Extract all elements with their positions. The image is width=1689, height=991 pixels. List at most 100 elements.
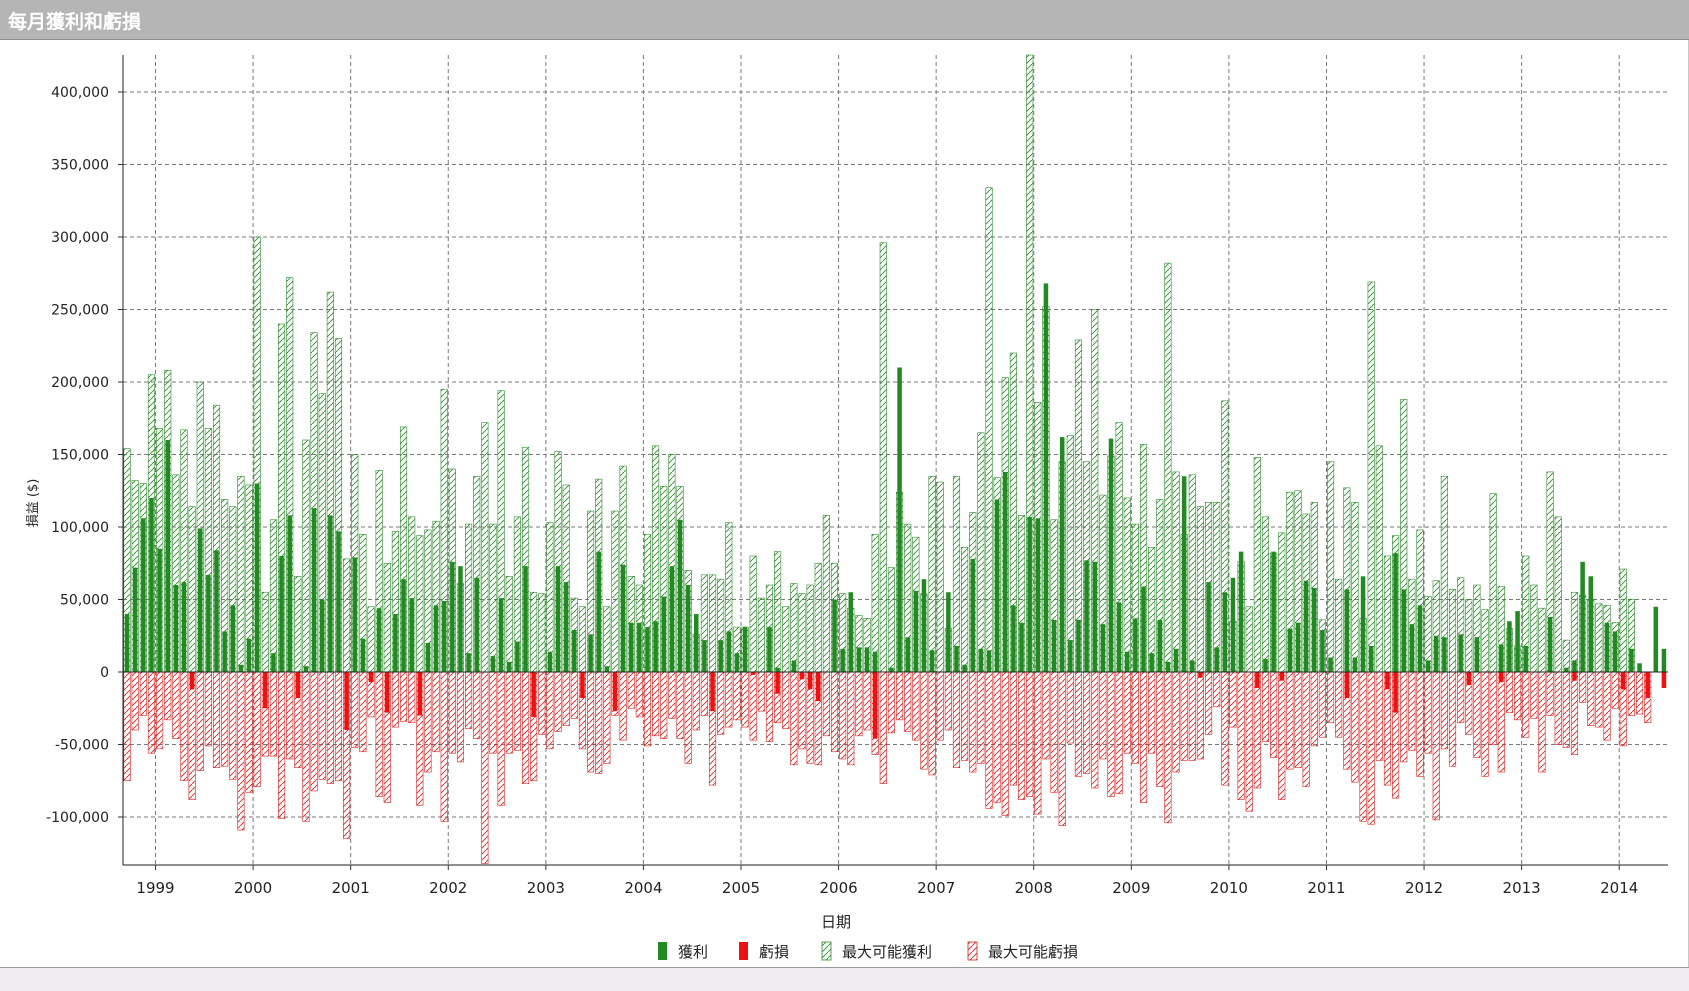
max-profit-bar bbox=[367, 606, 375, 673]
x-tick-label: 2002 bbox=[429, 879, 467, 897]
max-loss-bar bbox=[993, 671, 1001, 803]
profit-bar bbox=[832, 599, 837, 672]
profit-bar bbox=[1661, 648, 1667, 672]
max-profit-bar bbox=[1538, 607, 1546, 673]
profit-bar bbox=[604, 666, 610, 672]
max-loss-bar bbox=[1595, 671, 1603, 728]
profit-bar bbox=[1108, 438, 1114, 672]
max-loss-bar bbox=[399, 671, 408, 722]
max-profit-bar bbox=[928, 475, 936, 673]
profit-bar bbox=[1190, 660, 1195, 672]
max-loss-bar bbox=[1481, 671, 1489, 777]
profit-bar bbox=[921, 579, 927, 672]
profit-bar bbox=[1588, 576, 1594, 672]
max-loss-bar bbox=[1416, 671, 1424, 777]
max-loss-bar bbox=[497, 671, 505, 806]
loss-bar bbox=[417, 672, 423, 716]
profit-bar bbox=[1230, 577, 1236, 672]
max-loss-bar bbox=[1562, 671, 1570, 748]
max-loss-bar bbox=[863, 671, 871, 731]
max-loss-bar bbox=[676, 671, 684, 739]
max-loss-bar bbox=[839, 671, 847, 760]
y-tick-labels: 400,000 350,000 300,000 250,000 200,000 150,0… bbox=[46, 85, 109, 826]
max-loss-bar bbox=[1554, 671, 1562, 745]
monthly-profit-loss-chart: 400,000 350,000 300,000 250,000 200,000 150,0… bbox=[26, 54, 1668, 961]
profit-bar bbox=[157, 548, 162, 672]
profit-bar bbox=[1019, 622, 1024, 672]
profit-bar bbox=[238, 664, 244, 672]
max-loss-bar bbox=[1627, 671, 1635, 716]
loss-bar bbox=[750, 672, 756, 675]
loss-bar bbox=[815, 672, 821, 701]
max-profit-bar bbox=[343, 558, 351, 673]
max-loss-bar bbox=[1172, 671, 1180, 773]
profit-bar bbox=[1165, 661, 1171, 672]
x-tick-label: 2013 bbox=[1503, 879, 1541, 897]
max-profit-bar bbox=[1448, 589, 1457, 673]
profit-bar bbox=[767, 627, 772, 672]
max-loss-bar bbox=[546, 671, 554, 750]
max-loss-bar bbox=[1294, 671, 1302, 768]
max-loss-bar bbox=[375, 671, 383, 797]
max-loss-bar bbox=[936, 671, 944, 741]
max-loss-bar bbox=[180, 671, 188, 782]
max-profit-bar bbox=[1261, 516, 1270, 673]
profit-bar bbox=[1271, 551, 1276, 672]
profit-bar bbox=[498, 598, 504, 672]
max-profit-bar bbox=[952, 475, 961, 673]
max-loss-bar bbox=[562, 671, 570, 726]
y-tick-label: 250,000 bbox=[51, 303, 109, 319]
max-profit-bar bbox=[1489, 493, 1497, 673]
loss-bar bbox=[1393, 672, 1398, 713]
max-loss-bar bbox=[782, 671, 790, 729]
loss-bar bbox=[1621, 672, 1626, 690]
max-loss-bar bbox=[1489, 671, 1497, 745]
profit-bar bbox=[173, 585, 179, 672]
profit-bar bbox=[1027, 516, 1032, 672]
loss-bar bbox=[531, 672, 536, 717]
profit-bar bbox=[596, 551, 601, 672]
max-loss-bar bbox=[196, 671, 204, 771]
profit-bar bbox=[181, 582, 187, 672]
max-profit-bar bbox=[1326, 461, 1335, 673]
max-loss-bar bbox=[887, 671, 895, 734]
loss-bar bbox=[368, 672, 374, 683]
profit-bar bbox=[905, 637, 910, 672]
profit-bar bbox=[572, 629, 577, 672]
profit-bar bbox=[1181, 476, 1187, 672]
max-profit-bar bbox=[489, 523, 497, 673]
max-loss-bar bbox=[204, 671, 212, 747]
profit-bar bbox=[929, 650, 935, 672]
loss-bar bbox=[710, 672, 715, 712]
max-loss-bar bbox=[1603, 671, 1611, 741]
profit-bar bbox=[1474, 637, 1480, 672]
max-loss-bar bbox=[1400, 671, 1408, 763]
max-profit-bar bbox=[611, 510, 619, 673]
profit-bar bbox=[197, 528, 203, 672]
max-loss-bar bbox=[1221, 671, 1229, 786]
profit-bar bbox=[287, 515, 292, 672]
max-loss-bar bbox=[912, 671, 920, 741]
legend-label: 獲利 bbox=[678, 943, 708, 961]
profit-bar bbox=[1401, 589, 1406, 672]
max-loss-bar bbox=[473, 671, 481, 739]
legend-label: 最大可能虧損 bbox=[988, 943, 1078, 961]
profit-bar bbox=[450, 561, 455, 672]
max-loss-bar bbox=[1261, 671, 1270, 742]
y-tick-label: -50,000 bbox=[55, 738, 109, 754]
max-loss-bar bbox=[586, 671, 595, 773]
profit-bar bbox=[897, 367, 902, 672]
max-loss-bar bbox=[1546, 671, 1554, 716]
max-loss-bar bbox=[1253, 671, 1261, 789]
max-loss-bar bbox=[286, 671, 294, 760]
profit-bar bbox=[1238, 551, 1244, 672]
max-loss-bar bbox=[1083, 671, 1091, 774]
profit-bar bbox=[669, 566, 675, 672]
profit-bar bbox=[328, 515, 333, 672]
max-profit-bar bbox=[977, 432, 985, 673]
max-profit-bar bbox=[530, 591, 538, 673]
profit-bar bbox=[848, 592, 854, 672]
y-tick-label: -100,000 bbox=[46, 810, 109, 826]
max-loss-bar bbox=[1351, 671, 1359, 783]
y-tick-label: 150,000 bbox=[51, 448, 109, 464]
